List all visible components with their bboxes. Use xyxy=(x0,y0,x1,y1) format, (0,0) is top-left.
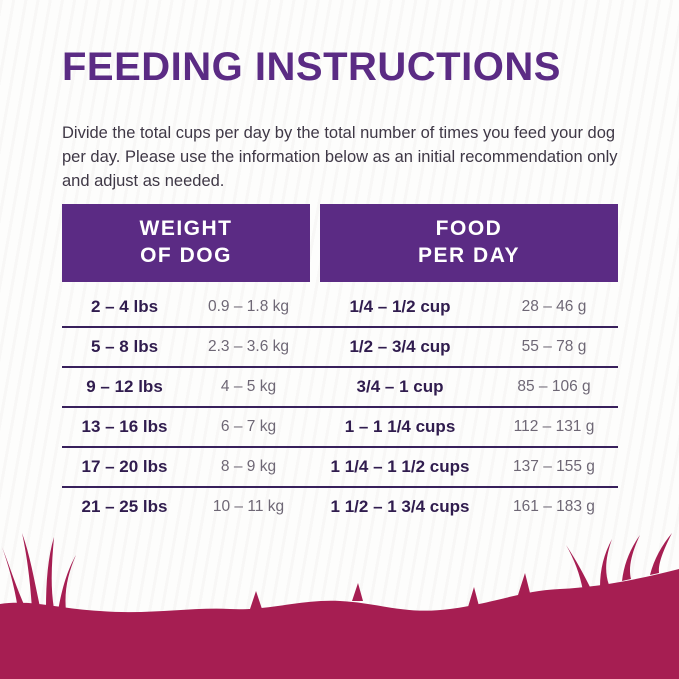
weight-kg: 4 – 5 kg xyxy=(220,377,277,395)
header-weight-of-dog: WEIGHT OF DOG xyxy=(62,204,310,282)
weight-kg: 10 – 11 kg xyxy=(212,497,285,515)
weight-lbs: 5 – 8 lbs xyxy=(90,336,159,356)
table-header-row: WEIGHT OF DOG FOOD PER DAY xyxy=(62,204,618,282)
food-cups: 1 – 1 1/4 cups xyxy=(344,416,456,436)
weight-kg: 0.9 – 1.8 kg xyxy=(207,297,289,315)
grass-silhouette-graphic xyxy=(0,533,679,679)
header-food-line2: PER DAY xyxy=(418,244,520,268)
weight-lbs: 2 – 4 lbs xyxy=(90,296,159,316)
header-food-per-day: FOOD PER DAY xyxy=(320,204,618,282)
food-cups: 1 1/2 – 1 3/4 cups xyxy=(330,496,470,516)
food-cups: 3/4 – 1 cup xyxy=(356,376,444,396)
table-row: 5 – 8 lbs 2.3 – 3.6 kg 1/2 – 3/4 cup 55 … xyxy=(62,328,618,368)
weight-kg: 8 – 9 kg xyxy=(220,457,277,475)
weight-lbs: 17 – 20 lbs xyxy=(81,456,168,476)
food-cups: 1 1/4 – 1 1/2 cups xyxy=(330,456,470,476)
header-weight-line1: WEIGHT xyxy=(139,217,233,240)
feeding-table: WEIGHT OF DOG FOOD PER DAY 2 – 4 lbs 0.9… xyxy=(62,204,618,526)
food-grams: 112 – 131 g xyxy=(513,417,595,435)
weight-lbs: 21 – 25 lbs xyxy=(81,496,168,516)
food-grams: 137 – 155 g xyxy=(513,457,595,475)
intro-text: Divide the total cups per day by the tot… xyxy=(62,124,618,190)
food-grams: 28 – 46 g xyxy=(521,297,587,315)
table-row: 9 – 12 lbs 4 – 5 kg 3/4 – 1 cup 85 – 106… xyxy=(62,368,618,408)
header-weight-line2: OF DOG xyxy=(140,244,232,268)
food-grams: 85 – 106 g xyxy=(517,377,591,395)
page-title: FEEDING INSTRUCTIONS xyxy=(62,45,561,89)
weight-kg: 2.3 – 3.6 kg xyxy=(207,337,289,355)
table-body: 2 – 4 lbs 0.9 – 1.8 kg 1/4 – 1/2 cup 28 … xyxy=(62,288,618,526)
weight-lbs: 13 – 16 lbs xyxy=(81,416,168,436)
food-cups: 1/2 – 3/4 cup xyxy=(349,336,451,356)
weight-kg: 6 – 7 kg xyxy=(220,417,277,435)
table-row: 17 – 20 lbs 8 – 9 kg 1 1/4 – 1 1/2 cups … xyxy=(62,448,618,488)
food-grams: 55 – 78 g xyxy=(521,337,587,355)
table-row: 21 – 25 lbs 10 – 11 kg 1 1/2 – 1 3/4 cup… xyxy=(62,488,618,526)
header-food-line1: FOOD xyxy=(435,217,503,240)
table-row: 2 – 4 lbs 0.9 – 1.8 kg 1/4 – 1/2 cup 28 … xyxy=(62,288,618,328)
table-row: 13 – 16 lbs 6 – 7 kg 1 – 1 1/4 cups 112 … xyxy=(62,408,618,448)
food-grams: 161 – 183 g xyxy=(513,497,595,515)
food-cups: 1/4 – 1/2 cup xyxy=(349,296,451,316)
weight-lbs: 9 – 12 lbs xyxy=(86,376,163,396)
